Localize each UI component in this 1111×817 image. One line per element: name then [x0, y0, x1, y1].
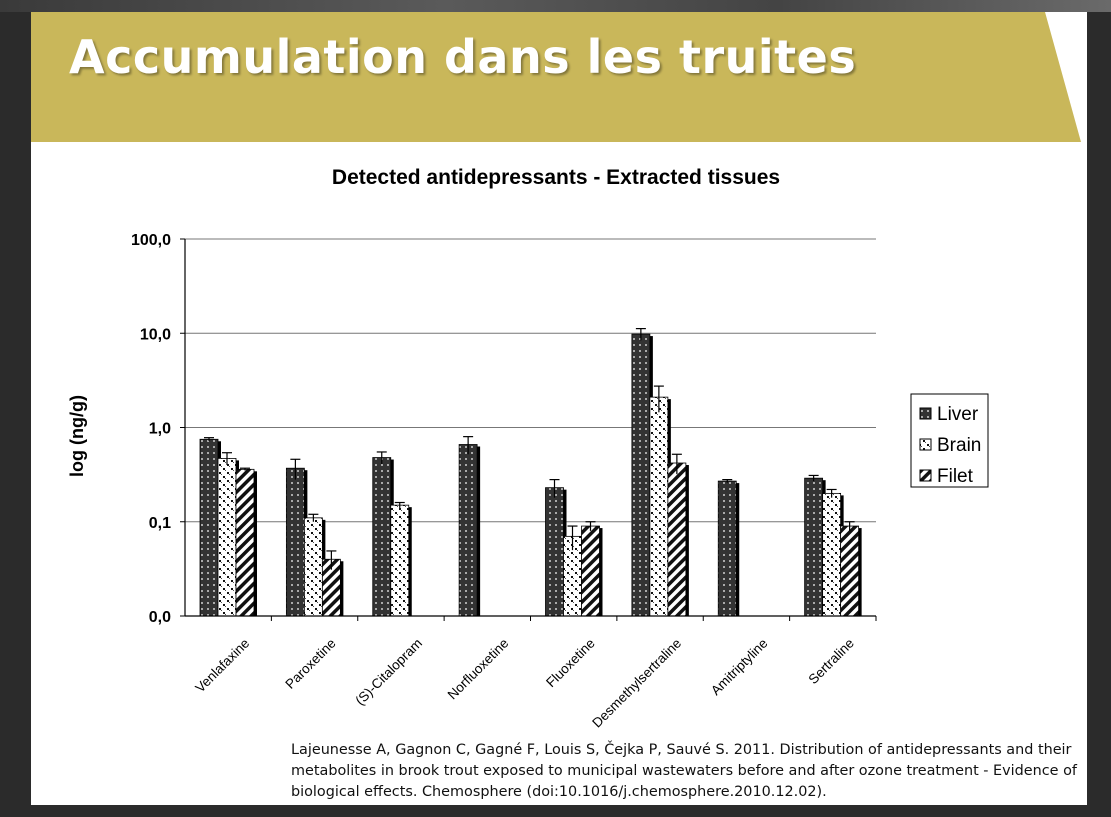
bar-liver — [458, 444, 478, 617]
bar-brain — [390, 504, 410, 617]
legend-swatch — [919, 438, 932, 451]
bar-liver — [717, 480, 737, 617]
bar-liver — [285, 467, 305, 617]
bar-filet — [581, 525, 600, 617]
y-tick-label: 10,0 — [140, 326, 171, 343]
bar-chart: 0,0 0,1 1,0 10,0 100,0 Venlafaxine Paroxetine(… — [67, 166, 989, 731]
bar-brain — [303, 517, 323, 617]
axes — [180, 238, 877, 621]
bar-liver — [631, 333, 651, 617]
slide: Accumulation dans les truites 0,0 0,1 1,0 1… — [31, 12, 1087, 805]
bar-filet — [667, 462, 687, 617]
bar-liver — [372, 457, 392, 617]
x-tick-label: Desmethylsertraline — [589, 636, 684, 731]
y-tick-label: 100,0 — [131, 232, 171, 249]
bar-liver — [804, 477, 824, 617]
chart-title: Detected antidepressants - Extracted tis… — [332, 166, 780, 189]
citation: Lajeunesse A, Gagnon C, Gagné F, Louis S… — [291, 742, 1077, 800]
bar-filet — [235, 468, 255, 617]
legend-swatch — [919, 469, 932, 482]
legend-label: Liver — [937, 404, 979, 425]
x-tick-label: Paroxetine — [282, 636, 338, 692]
legend: Liver Brain Filet — [910, 393, 989, 488]
bar-liver — [199, 438, 219, 617]
bar-brain — [217, 458, 237, 617]
x-tick-label: Venlafaxine — [192, 636, 252, 696]
y-tick-label: 0,1 — [149, 515, 171, 532]
y-tick-label: 1,0 — [149, 421, 171, 438]
legend-label: Filet — [937, 466, 974, 487]
x-tick-label: Sertraline — [805, 636, 856, 687]
bar-liver — [545, 487, 564, 617]
legend-swatch — [919, 407, 932, 420]
bar-brain — [649, 396, 669, 617]
top-strip — [0, 0, 1111, 12]
slide-title: Accumulation dans les truites — [69, 30, 857, 84]
title-banner — [31, 12, 1043, 142]
x-tick-label: Fluoxetine — [543, 636, 598, 691]
y-axis-label: log (ng/g) — [67, 395, 87, 477]
legend-label: Brain — [937, 435, 981, 456]
bar-filet — [840, 525, 860, 617]
bar-brain — [822, 492, 842, 617]
x-tick-label: Norfluoxetine — [445, 636, 512, 703]
x-tick-label: Amitriptyline — [708, 636, 771, 699]
y-tick-label: 0,0 — [149, 609, 171, 626]
x-tick-label: (S)-Citalopram — [352, 636, 425, 709]
bars — [199, 328, 862, 617]
